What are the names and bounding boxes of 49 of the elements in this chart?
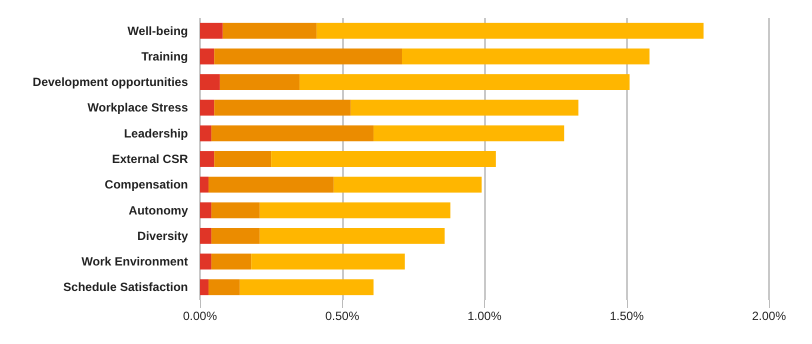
x-tick-label: 0.00% xyxy=(182,309,218,323)
bar xyxy=(200,125,212,142)
bar xyxy=(200,228,212,244)
y-tick-label: External CSR xyxy=(112,152,188,166)
bar xyxy=(350,100,578,116)
bar xyxy=(220,74,300,90)
bar xyxy=(211,202,260,218)
y-tick-label: Diversity xyxy=(137,228,188,243)
y-tick-label: Compensation xyxy=(104,178,188,192)
bar xyxy=(211,254,252,270)
y-tick-label: Development opportunities xyxy=(32,75,188,90)
y-tick-label: Work Environment xyxy=(82,254,188,269)
y-tick-label: Autonomy xyxy=(128,203,188,218)
y-tick-label: Workplace Stress xyxy=(88,100,188,115)
bar xyxy=(200,151,214,167)
bar xyxy=(374,125,564,142)
bar xyxy=(271,151,496,167)
bar xyxy=(402,48,650,64)
y-tick-label: Leadership xyxy=(124,126,188,140)
bar xyxy=(200,254,212,270)
bar xyxy=(208,279,240,296)
bar xyxy=(260,228,445,244)
bar xyxy=(200,100,214,116)
y-tick-label: Well-being xyxy=(128,24,188,38)
bar xyxy=(334,176,482,193)
bar xyxy=(214,48,402,64)
bar xyxy=(316,22,704,39)
x-tick-label: 2.00% xyxy=(752,309,786,323)
bar xyxy=(200,279,209,296)
y-tick-label: Schedule Satisfaction xyxy=(63,280,188,294)
bar xyxy=(211,125,374,142)
bar xyxy=(211,228,260,244)
y-tick-label: Training xyxy=(141,49,188,64)
bar xyxy=(208,176,334,193)
bar xyxy=(251,254,405,270)
bar xyxy=(200,22,223,39)
bar xyxy=(222,22,317,39)
bar xyxy=(214,100,351,116)
bar xyxy=(240,279,374,296)
bar xyxy=(200,74,220,90)
x-tick-label: 0.50% xyxy=(325,309,360,323)
bar xyxy=(200,176,209,193)
bar xyxy=(200,48,214,64)
x-tick-label: 1.00% xyxy=(467,309,502,323)
x-tick-label: 1.50% xyxy=(610,309,644,323)
bar xyxy=(300,74,630,90)
bar xyxy=(200,202,212,218)
bar xyxy=(214,151,272,167)
bar xyxy=(260,202,450,218)
